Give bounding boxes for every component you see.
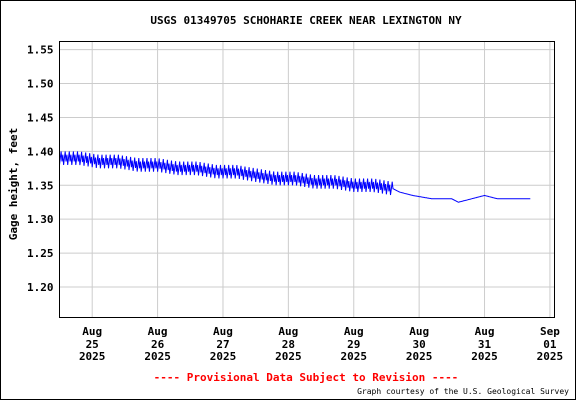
grid-layer xyxy=(59,41,555,318)
x-tick-day: 26 xyxy=(151,338,165,351)
x-tick-year: 2025 xyxy=(79,350,106,363)
x-tick-year: 2025 xyxy=(341,350,368,363)
x-tick-day: 01 xyxy=(543,338,557,351)
y-axis-label: Gage height, feet xyxy=(7,128,20,241)
x-tick-month: Aug xyxy=(409,325,429,338)
x-tick-month: Sep xyxy=(540,325,560,338)
y-tick-label: 1.30 xyxy=(27,213,54,226)
x-tick-year: 2025 xyxy=(210,350,237,363)
y-tick-label: 1.25 xyxy=(27,247,54,260)
y-tick-label: 1.35 xyxy=(27,179,54,192)
x-tick-year: 2025 xyxy=(275,350,302,363)
x-tick-day: 31 xyxy=(478,338,492,351)
x-tick-year: 2025 xyxy=(144,350,171,363)
x-tick-day: 30 xyxy=(413,338,426,351)
y-tick-label: 1.55 xyxy=(27,44,54,57)
x-tick-day: 28 xyxy=(282,338,295,351)
x-tick-month: Aug xyxy=(148,325,168,338)
y-tick-label: 1.45 xyxy=(27,111,54,124)
y-tick-labels: 1.20 1.25 1.30 1.35 1.40 1.45 1.50 1.55 xyxy=(27,44,54,294)
x-tick-month: Aug xyxy=(278,325,298,338)
y-tick-label: 1.50 xyxy=(27,78,54,91)
x-tick-year: 2025 xyxy=(406,350,433,363)
provisional-notice: ---- Provisional Data Subject to Revisio… xyxy=(154,371,459,384)
x-tick-day: 29 xyxy=(347,338,360,351)
plot-area-border xyxy=(59,41,555,318)
y-tick-label: 1.40 xyxy=(27,145,54,158)
series-layer xyxy=(59,151,531,203)
chart-title: USGS 01349705 SCHOHARIE CREEK NEAR LEXIN… xyxy=(150,14,462,27)
x-tick-day: 27 xyxy=(216,338,229,351)
x-tick-labels: Aug252025Aug262025Aug272025Aug282025Aug2… xyxy=(79,325,563,363)
x-tick-year: 2025 xyxy=(471,350,498,363)
x-tick-year: 2025 xyxy=(537,350,564,363)
gage-height-series-line xyxy=(59,151,531,203)
x-tick-month: Aug xyxy=(475,325,495,338)
x-tick-day: 25 xyxy=(86,338,99,351)
y-tick-label: 1.20 xyxy=(27,281,54,294)
usgs-credit: Graph courtesy of the U.S. Geological Su… xyxy=(357,387,569,396)
x-tick-month: Aug xyxy=(82,325,102,338)
x-tick-month: Aug xyxy=(213,325,233,338)
x-tick-month: Aug xyxy=(344,325,364,338)
